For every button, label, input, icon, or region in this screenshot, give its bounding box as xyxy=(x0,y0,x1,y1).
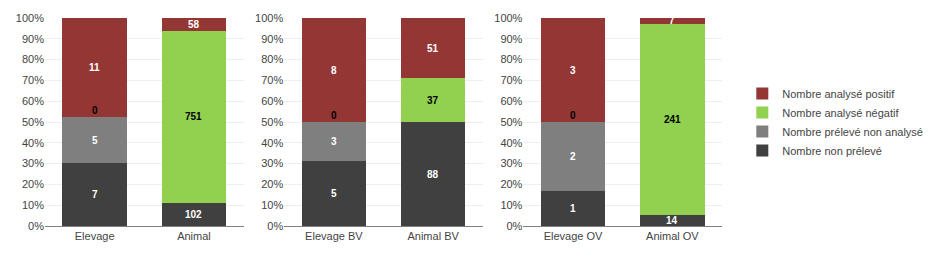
svg-text:Animal BV: Animal BV xyxy=(407,230,459,242)
svg-text:60%: 60% xyxy=(500,95,522,107)
svg-text:70%: 70% xyxy=(261,74,283,86)
svg-text:751: 751 xyxy=(185,111,202,122)
svg-text:80%: 80% xyxy=(500,53,522,65)
svg-text:58: 58 xyxy=(188,19,200,30)
svg-text:1: 1 xyxy=(570,203,576,214)
svg-text:20%: 20% xyxy=(22,178,44,190)
svg-text:5: 5 xyxy=(92,135,98,146)
svg-text:8: 8 xyxy=(331,65,337,76)
svg-text:14: 14 xyxy=(666,215,678,226)
svg-text:80%: 80% xyxy=(22,53,44,65)
svg-text:0%: 0% xyxy=(28,220,44,232)
svg-text:40%: 40% xyxy=(261,137,283,149)
svg-text:Nombre analysé positif: Nombre analysé positif xyxy=(782,88,895,100)
svg-text:Nombre analysé négatif: Nombre analysé négatif xyxy=(782,107,899,119)
svg-text:30%: 30% xyxy=(261,157,283,169)
svg-text:10%: 10% xyxy=(500,199,522,211)
svg-text:50%: 50% xyxy=(261,116,283,128)
svg-text:20%: 20% xyxy=(261,178,283,190)
svg-text:0: 0 xyxy=(92,105,98,116)
svg-text:Elevage: Elevage xyxy=(75,230,115,242)
svg-text:70%: 70% xyxy=(500,74,522,86)
svg-text:3: 3 xyxy=(331,136,337,147)
svg-text:70%: 70% xyxy=(22,74,44,86)
svg-text:10%: 10% xyxy=(22,199,44,211)
svg-text:Nombre non prélevé: Nombre non prélevé xyxy=(782,145,882,157)
svg-text:100%: 100% xyxy=(255,12,283,24)
svg-text:11: 11 xyxy=(89,62,100,73)
svg-text:Elevage OV: Elevage OV xyxy=(544,230,603,242)
svg-text:51: 51 xyxy=(427,43,439,54)
svg-text:30%: 30% xyxy=(500,157,522,169)
svg-text:90%: 90% xyxy=(22,33,44,45)
svg-text:30%: 30% xyxy=(22,157,44,169)
svg-text:100%: 100% xyxy=(16,12,44,24)
svg-text:90%: 90% xyxy=(261,33,283,45)
svg-text:3: 3 xyxy=(570,65,576,76)
svg-text:0: 0 xyxy=(570,110,576,121)
svg-text:40%: 40% xyxy=(22,137,44,149)
svg-text:2: 2 xyxy=(570,151,576,162)
svg-text:7: 7 xyxy=(92,189,98,200)
svg-text:7: 7 xyxy=(669,15,675,26)
svg-text:100%: 100% xyxy=(494,12,522,24)
svg-text:5: 5 xyxy=(331,188,337,199)
svg-text:50%: 50% xyxy=(22,116,44,128)
svg-text:80%: 80% xyxy=(261,53,283,65)
svg-text:102: 102 xyxy=(185,209,202,220)
svg-text:88: 88 xyxy=(427,169,439,180)
svg-text:40%: 40% xyxy=(500,137,522,149)
svg-text:60%: 60% xyxy=(261,95,283,107)
svg-text:Animal: Animal xyxy=(177,230,211,242)
svg-text:0: 0 xyxy=(331,110,337,121)
svg-text:90%: 90% xyxy=(500,33,522,45)
svg-text:37: 37 xyxy=(427,95,439,106)
svg-text:0%: 0% xyxy=(267,220,283,232)
svg-text:20%: 20% xyxy=(500,178,522,190)
svg-text:60%: 60% xyxy=(22,95,44,107)
svg-text:Animal OV: Animal OV xyxy=(646,230,699,242)
svg-text:241: 241 xyxy=(664,114,681,125)
svg-text:0%: 0% xyxy=(507,220,523,232)
svg-text:10%: 10% xyxy=(261,199,283,211)
svg-text:Nombre prélevé non analysé: Nombre prélevé non analysé xyxy=(782,126,923,138)
svg-text:Elevage BV: Elevage BV xyxy=(305,230,363,242)
svg-text:50%: 50% xyxy=(500,116,522,128)
